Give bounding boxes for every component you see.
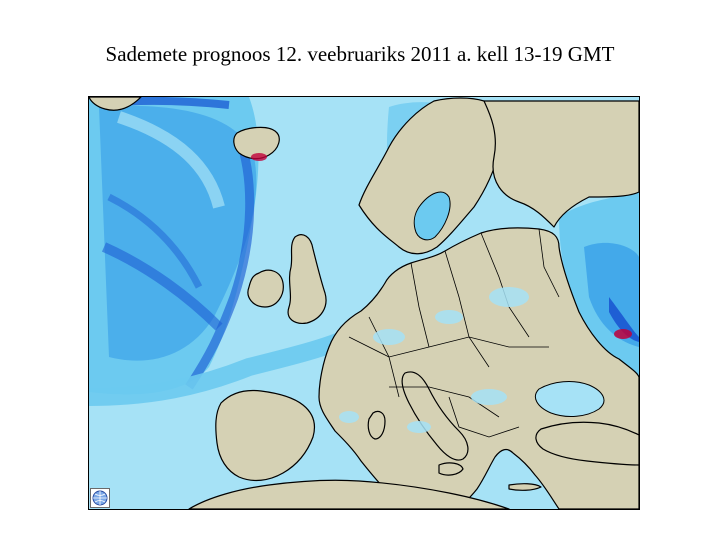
baltic-sea bbox=[413, 191, 451, 241]
crete bbox=[508, 483, 542, 491]
italy bbox=[401, 371, 469, 461]
russia-north bbox=[483, 100, 639, 228]
black-sea bbox=[535, 381, 605, 417]
land-masses bbox=[89, 97, 639, 509]
iberian-peninsula bbox=[215, 389, 316, 482]
continental-precipitation bbox=[339, 287, 529, 433]
turkey bbox=[535, 421, 639, 466]
sicily bbox=[438, 462, 464, 476]
ireland bbox=[247, 269, 284, 308]
globe-logo-icon bbox=[90, 488, 110, 508]
greenland-tip bbox=[89, 97, 142, 111]
sardinia bbox=[367, 410, 386, 440]
precipitation-map bbox=[88, 96, 640, 510]
great-britain bbox=[287, 234, 327, 324]
eastern-precipitation bbox=[559, 192, 639, 377]
north-africa bbox=[188, 479, 510, 509]
page-title: Sademete prognoos 12. veebruariks 2011 a… bbox=[105, 42, 615, 66]
iceland bbox=[233, 126, 280, 160]
iceland-heavy-cell bbox=[251, 153, 267, 161]
